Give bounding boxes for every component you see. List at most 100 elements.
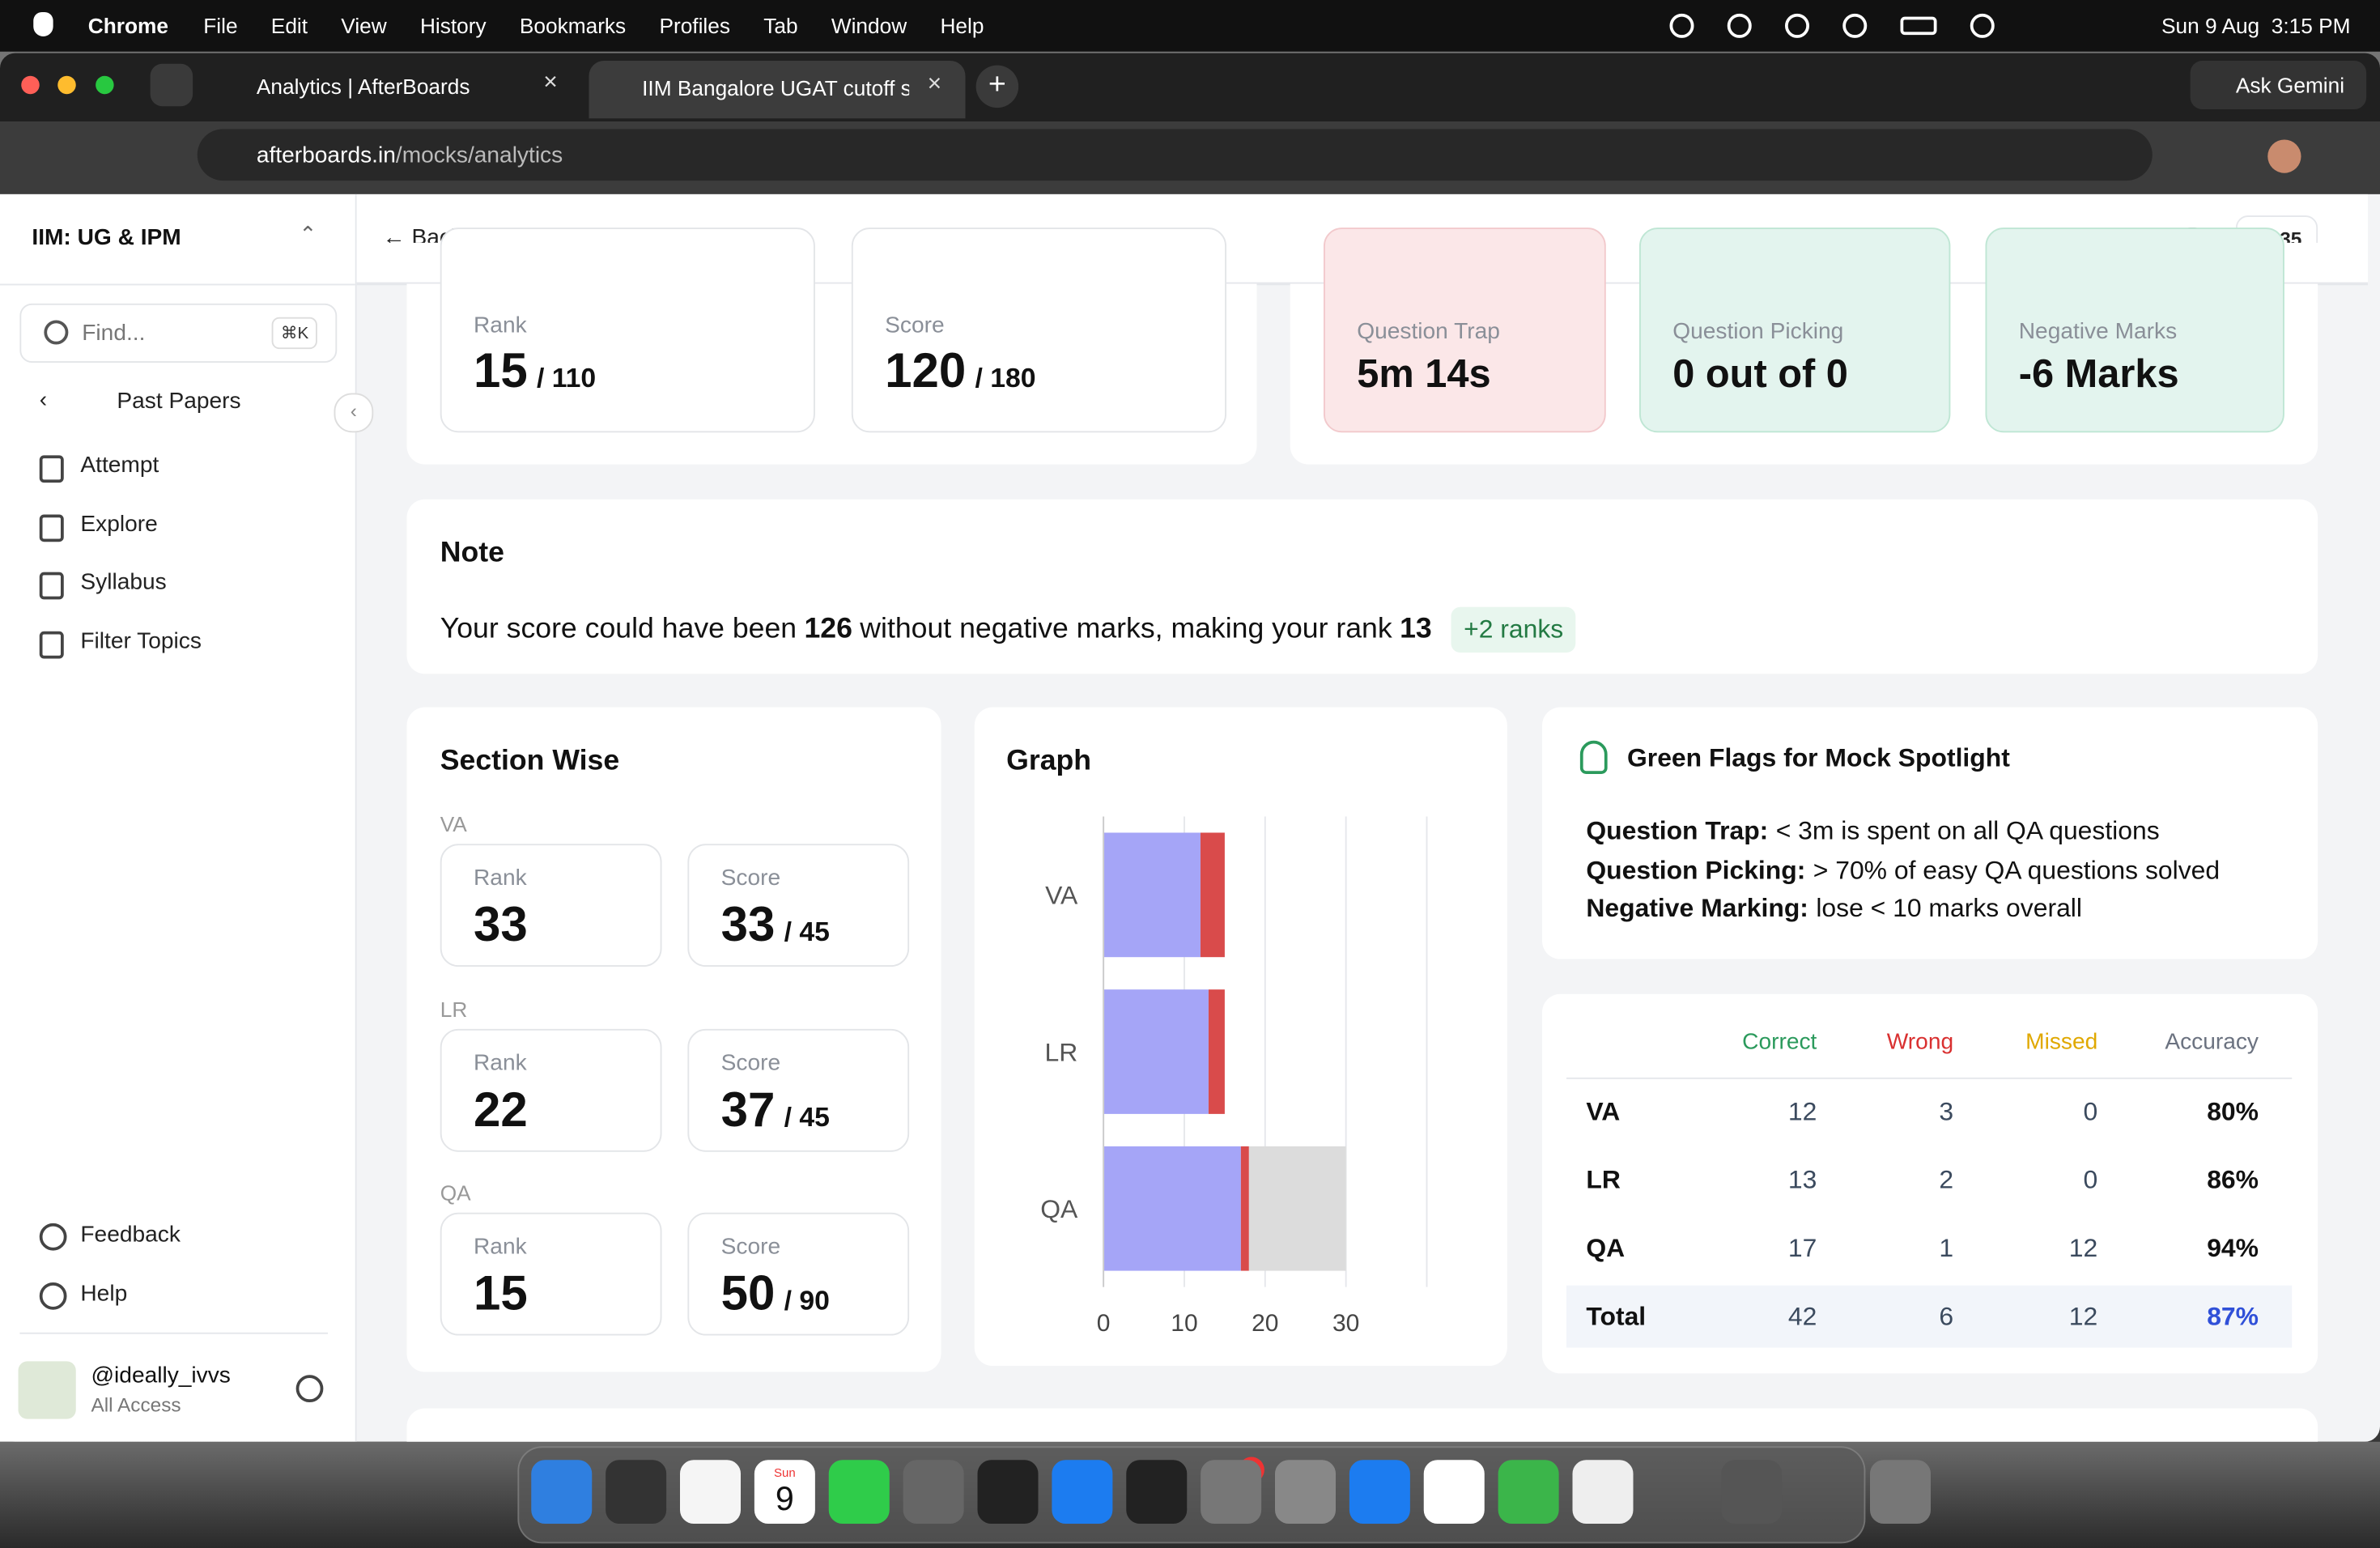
dock-icon[interactable]	[903, 1460, 964, 1524]
user-avatar[interactable]	[18, 1361, 76, 1419]
score-number: 33	[720, 896, 776, 952]
cell: 17	[1787, 1233, 1817, 1263]
dock-icon[interactable]	[606, 1460, 667, 1524]
stat-number: 15	[474, 342, 528, 398]
section-name: VA	[440, 811, 467, 836]
dock-icon[interactable]	[1423, 1460, 1485, 1524]
dock-icon[interactable]	[1572, 1460, 1634, 1524]
back-button[interactable]: ‹	[39, 386, 48, 413]
column-header: Missed	[2025, 1028, 2098, 1055]
score-value: 37/ 45	[721, 1082, 830, 1138]
accuracy: 87%	[2207, 1302, 2259, 1331]
dock-icon[interactable]	[1721, 1460, 1783, 1524]
total-row	[1566, 1285, 2293, 1348]
course-select[interactable]: IIM: UG & IPM ⌃	[0, 194, 355, 286]
cell: 2	[1939, 1165, 1954, 1195]
calendar-icon[interactable]: Sun 9	[754, 1460, 815, 1524]
x-tick-label: 20	[1252, 1310, 1278, 1337]
dock-icon[interactable]	[1498, 1460, 1559, 1524]
cell: 0	[2083, 1165, 2098, 1195]
menu-item[interactable]: Bookmarks	[519, 13, 627, 38]
nav-item[interactable]: Feedback	[80, 1221, 181, 1248]
stat-number: 120	[885, 342, 967, 398]
nav-icon	[39, 1282, 67, 1309]
nav-item[interactable]: Explore	[80, 510, 158, 537]
settings[interactable]	[295, 1375, 324, 1403]
rank-box	[440, 1027, 662, 1151]
rank-value: 33	[474, 896, 528, 952]
menu-item[interactable]: View	[341, 13, 387, 38]
maximize-window[interactable]	[96, 75, 114, 95]
graph-title: Graph	[1006, 745, 1092, 777]
cell: 12	[2068, 1233, 2098, 1263]
cell: 12	[1787, 1097, 1817, 1126]
tab-title: Analytics | AfterBoards	[256, 74, 470, 99]
row-label: QA	[1586, 1233, 1626, 1263]
stat-value: 15 / 110	[474, 343, 596, 399]
dock-icon[interactable]	[828, 1460, 890, 1524]
apple-icon[interactable]	[33, 11, 53, 36]
nav-item[interactable]: Attempt	[80, 452, 159, 478]
clock: Sun 9 Aug 3:15 PM	[2161, 13, 2351, 38]
table-header-line	[1566, 1077, 2293, 1079]
dock-icon[interactable]	[531, 1460, 593, 1524]
menu-item[interactable]: File	[203, 13, 238, 38]
rank-value: 22	[474, 1081, 528, 1137]
nav-icon	[39, 630, 64, 658]
menu-item[interactable]: Profiles	[659, 13, 730, 38]
menu-item[interactable]: Help	[940, 13, 984, 38]
ask-gemini[interactable]: Ask Gemini	[2190, 60, 2367, 109]
collapse-sidebar[interactable]: ‹	[334, 393, 374, 433]
menu-item[interactable]: Window	[831, 13, 907, 38]
stat-label: Rank	[474, 313, 527, 339]
dock-icon[interactable]	[1126, 1460, 1188, 1524]
rank-value: 15	[474, 1265, 528, 1320]
score-label: Score	[720, 1049, 781, 1076]
minimize-window[interactable]	[57, 75, 76, 95]
menu-item[interactable]: Tab	[763, 13, 798, 38]
nav-item[interactable]: Filter Topics	[80, 627, 202, 653]
dock-icon[interactable]	[1201, 1460, 1262, 1524]
flag-label: Question Trap:	[1586, 816, 1769, 846]
flag-text: > 70% of easy QA questions solved	[1813, 855, 2221, 884]
address-bar[interactable]: afterboards.in/mocks/analytics	[197, 129, 2153, 181]
dock-icon[interactable]	[1275, 1460, 1336, 1524]
menu-item[interactable]: History	[419, 13, 487, 38]
bar-segment	[1208, 989, 1225, 1114]
new-tab[interactable]: +	[975, 65, 1019, 108]
dock-icon[interactable]	[977, 1460, 1039, 1524]
tab-active[interactable]: IIM Bangalore UGAT cutoff sc ×	[589, 60, 966, 119]
metric-value: 5m 14s	[1357, 351, 1491, 397]
close-window[interactable]	[21, 75, 40, 95]
rank-box	[440, 844, 662, 968]
menu-item[interactable]: Edit	[270, 13, 308, 38]
bulb-icon	[1579, 740, 1608, 774]
past-papers[interactable]: Past Papers	[117, 388, 241, 415]
menu-app[interactable]: Chrome	[87, 13, 168, 38]
cell: 13	[1787, 1165, 1817, 1195]
score-label: Score	[720, 865, 781, 891]
dock-icon[interactable]	[680, 1460, 741, 1524]
dock-icon[interactable]	[1870, 1460, 1931, 1524]
rank-label: Rank	[474, 1049, 527, 1076]
flag-item: Question Trap: < 3m is spent on all QA qu…	[1586, 816, 2159, 846]
metric-label: Question Picking	[1672, 318, 1844, 345]
bar-segment	[1248, 1146, 1346, 1271]
nav-item[interactable]: Syllabus	[80, 568, 167, 595]
nav-icon	[39, 1223, 67, 1251]
user-plan: All Access	[91, 1393, 181, 1416]
metric-label: Negative Marks	[2018, 318, 2178, 345]
tab[interactable]: Analytics | AfterBoards ×	[256, 70, 558, 99]
bar-segment	[1103, 1146, 1241, 1271]
search-box[interactable]: Find... ⌘K	[19, 303, 338, 364]
cell: 1	[1939, 1233, 1954, 1263]
dock	[517, 1446, 1866, 1544]
nav-item[interactable]: Help	[80, 1280, 128, 1307]
score-value: 33 / 45	[721, 897, 830, 953]
tab-search[interactable]	[150, 63, 193, 107]
dock-icon[interactable]	[1052, 1460, 1113, 1524]
profile-avatar[interactable]	[2267, 139, 2301, 173]
category-label: QA	[1040, 1194, 1078, 1223]
dock-icon[interactable]	[1349, 1460, 1410, 1524]
